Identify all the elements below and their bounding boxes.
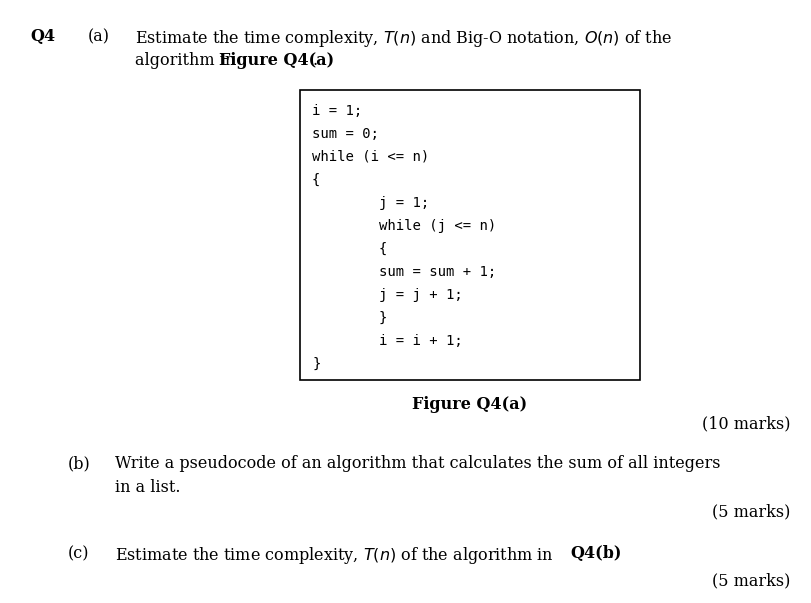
Text: algorithm in: algorithm in xyxy=(135,52,240,69)
Text: (b): (b) xyxy=(68,455,91,472)
Text: (5 marks): (5 marks) xyxy=(710,503,789,520)
Text: (5 marks): (5 marks) xyxy=(710,572,789,589)
Text: Q4: Q4 xyxy=(30,28,55,45)
Text: Q4(b): Q4(b) xyxy=(569,545,620,562)
Text: sum = 0;: sum = 0; xyxy=(311,127,379,141)
Text: while (i <= n): while (i <= n) xyxy=(311,150,429,164)
Text: Write a pseudocode of an algorithm that calculates the sum of all integers: Write a pseudocode of an algorithm that … xyxy=(115,455,719,472)
Text: sum = sum + 1;: sum = sum + 1; xyxy=(311,265,496,279)
Bar xyxy=(299,90,639,380)
Text: (10 marks): (10 marks) xyxy=(701,415,789,432)
Text: Estimate the time complexity, $T(n)$ of the algorithm in: Estimate the time complexity, $T(n)$ of … xyxy=(115,545,554,566)
Text: j = 1;: j = 1; xyxy=(311,196,429,210)
Text: Figure Q4(a): Figure Q4(a) xyxy=(412,396,527,413)
Text: .: . xyxy=(607,545,612,562)
Text: .: . xyxy=(312,52,318,69)
Text: Figure Q4(a): Figure Q4(a) xyxy=(219,52,333,69)
Text: (a): (a) xyxy=(88,28,109,45)
Text: i = i + 1;: i = i + 1; xyxy=(311,334,462,348)
Text: Estimate the time complexity, $T(n)$ and Big-O notation, $O(n)$ of the: Estimate the time complexity, $T(n)$ and… xyxy=(135,28,672,49)
Text: {: { xyxy=(311,173,320,187)
Text: while (j <= n): while (j <= n) xyxy=(311,219,496,233)
Text: }: } xyxy=(311,357,320,371)
Text: i = 1;: i = 1; xyxy=(311,104,362,118)
Text: {: { xyxy=(311,242,387,256)
Text: in a list.: in a list. xyxy=(115,479,180,496)
Text: }: } xyxy=(311,311,387,325)
Text: (c): (c) xyxy=(68,545,89,562)
Text: j = j + 1;: j = j + 1; xyxy=(311,288,462,302)
